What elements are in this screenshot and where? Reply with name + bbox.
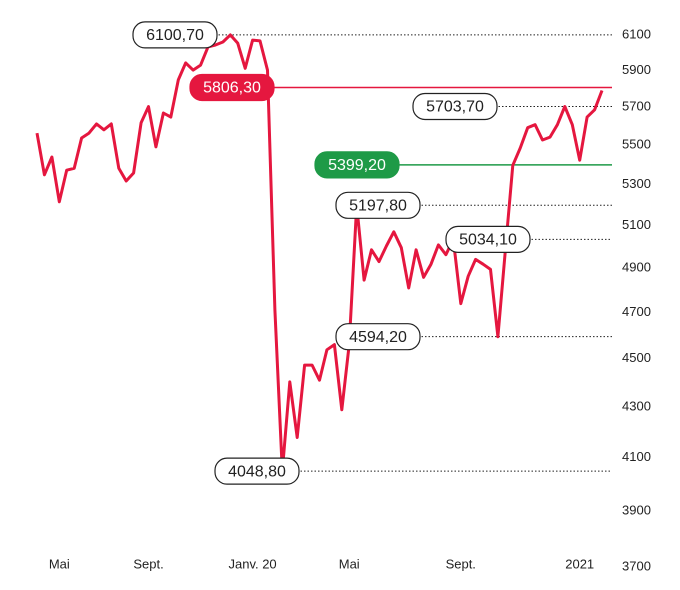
x-tick-label: Janv. 20 xyxy=(228,556,276,571)
y-tick-label: 5900 xyxy=(622,62,651,77)
y-tick-label: 5700 xyxy=(622,99,651,114)
y-tick-label: 3700 xyxy=(622,558,651,573)
annotation-box xyxy=(314,151,400,179)
annotation-box xyxy=(189,73,275,102)
annotation-label: 4594,20 xyxy=(349,329,407,346)
x-tick-label: Sept. xyxy=(133,556,163,571)
price-line xyxy=(35,33,604,473)
annotation-box xyxy=(445,225,531,253)
y-tick-label: 4900 xyxy=(622,260,651,275)
annotation-box xyxy=(335,191,421,219)
annotation-label: 5197,80 xyxy=(349,198,407,215)
y-tick-label: 5300 xyxy=(622,176,651,191)
annotation-box xyxy=(214,457,300,485)
x-tick-label: Sept. xyxy=(446,556,476,571)
x-tick-label: Mai xyxy=(339,556,360,571)
y-tick-label: 5100 xyxy=(622,217,651,232)
x-tick-label: 2021 xyxy=(565,556,594,571)
annotation-label: 5034,10 xyxy=(459,232,517,249)
annotation-label: 5703,70 xyxy=(426,99,484,116)
y-tick-label: 4100 xyxy=(622,449,651,464)
annotation-label: 6100,70 xyxy=(146,27,204,44)
annotation-box xyxy=(132,21,218,49)
annotation-label: 4048,80 xyxy=(228,463,286,480)
y-tick-label: 4300 xyxy=(622,399,651,414)
y-tick-label: 3900 xyxy=(622,502,651,517)
y-tick-label: 6100 xyxy=(622,26,651,41)
annotation-label: 5399,20 xyxy=(328,157,386,174)
annotation-label: 5806,30 xyxy=(203,80,261,97)
annotation-box xyxy=(335,323,421,351)
x-tick-label: Mai xyxy=(49,556,70,571)
y-tick-label: 5500 xyxy=(622,137,651,152)
y-tick-label: 4500 xyxy=(622,350,651,365)
y-tick-label: 4700 xyxy=(622,304,651,319)
annotation-box xyxy=(412,92,498,121)
